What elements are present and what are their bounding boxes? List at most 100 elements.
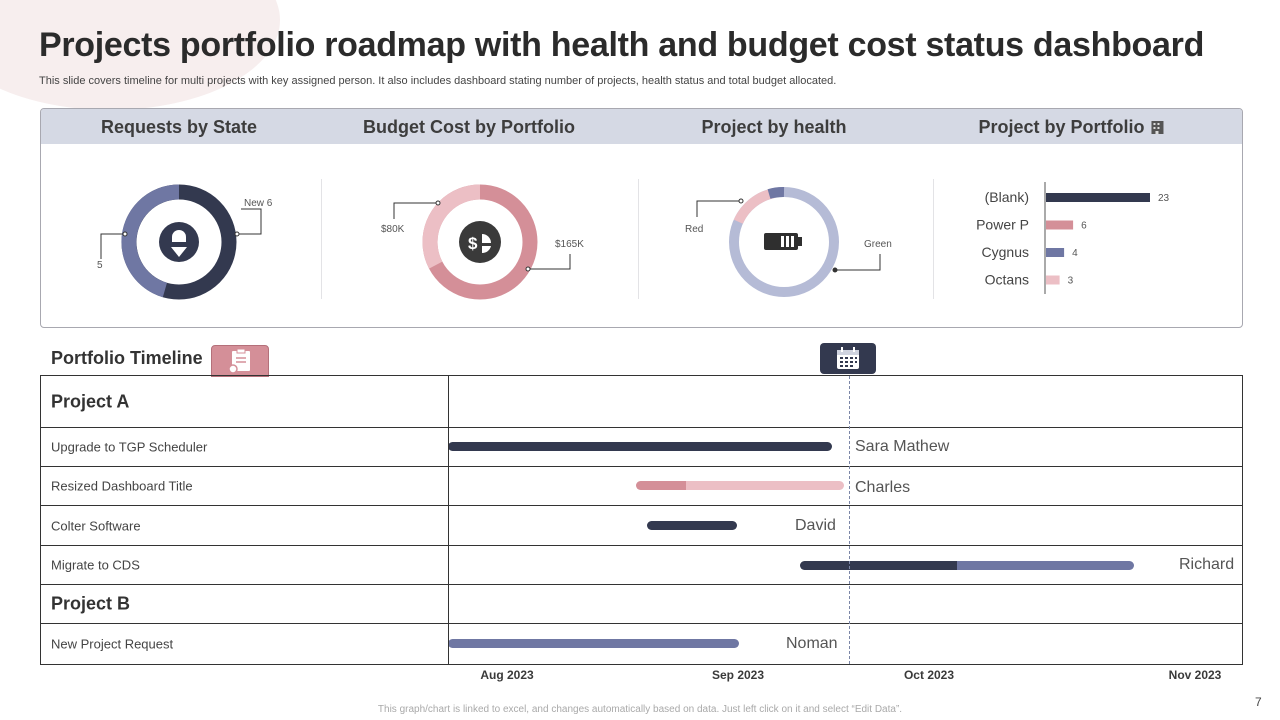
leader-dot	[832, 267, 838, 273]
calendar-icon	[837, 347, 859, 369]
task-bar	[448, 442, 832, 451]
leader-dot	[738, 198, 744, 204]
portfolio-bar	[1046, 220, 1074, 230]
portfolio-category-label: Power P	[976, 217, 1029, 233]
clipboard-gear-icon	[228, 348, 250, 374]
portfolio-category-label: Cygnus	[982, 244, 1029, 260]
leader-dot	[525, 266, 531, 272]
budget-donut-80k-segment	[422, 184, 481, 269]
today-marker-line	[849, 376, 850, 664]
task-owner: Noman	[786, 635, 838, 652]
timeline-grid: Project A Upgrade to TGP Scheduler Sara …	[40, 375, 1243, 665]
month-label: Oct 2023	[903, 668, 955, 682]
dollar-pie-icon	[459, 221, 501, 263]
leader-line	[237, 208, 262, 235]
leader-dot	[234, 231, 240, 237]
battery-cell	[791, 236, 794, 247]
leader-line	[393, 202, 438, 219]
building-icon	[1151, 121, 1164, 134]
slide-subtitle: This slide covers timeline for multi pro…	[39, 75, 837, 87]
health-label-red: Red	[685, 224, 703, 235]
alarm-light-shape	[172, 230, 186, 242]
task-row: Colter Software David	[41, 506, 1242, 546]
task-label: Migrate to CDS	[51, 557, 140, 573]
project-portfolio-title-text: Project by Portfolio	[978, 117, 1145, 137]
dashboard-header	[41, 109, 1242, 144]
task-owner: David	[795, 517, 836, 534]
portfolio-category-label: Octans	[985, 272, 1029, 288]
pin-tip-shape	[171, 247, 187, 257]
month-label: Nov 2023	[1168, 668, 1222, 682]
battery-cell	[781, 236, 784, 247]
portfolio-category-label: (Blank)	[985, 189, 1029, 205]
portfolio-value-label: 4	[1072, 248, 1078, 259]
today-calendar-badge	[820, 343, 876, 374]
task-row: Migrate to CDS Richard	[41, 546, 1242, 585]
battery-tip	[798, 237, 802, 246]
leader-dot	[435, 200, 441, 206]
dashboard-panel: Requests by State Budget Cost by Portfol…	[40, 108, 1243, 328]
task-row: Resized Dashboard Title Charles	[41, 467, 1242, 506]
portfolio-value-label: 6	[1081, 221, 1087, 232]
task-label: New Project Request	[51, 636, 174, 652]
month-label: Aug 2023	[480, 668, 534, 682]
portfolio-value-label: 23	[1158, 193, 1170, 204]
leader-line	[835, 254, 881, 271]
task-label: Upgrade to TGP Scheduler	[51, 439, 208, 455]
panel-divider	[321, 179, 322, 299]
timeline-badge	[211, 345, 269, 377]
budget-label-165k: $165K	[555, 239, 584, 250]
footer-note: This graph/chart is linked to excel, and…	[377, 704, 903, 715]
task-label: Resized Dashboard Title	[51, 478, 193, 494]
leader-dot	[122, 231, 128, 237]
dashboard-graphics: New 6 5 $ $80K $165K	[97, 182, 1170, 300]
task-row: New Project Request Noman	[41, 624, 1242, 664]
pie-wedge-shape	[482, 246, 491, 254]
battery-cell	[786, 236, 789, 247]
requests-donut-other-segment	[121, 184, 180, 298]
portfolio-bar-chart: (Blank) 23 Power P 6 Cygnus 4 Octans 3	[976, 182, 1170, 294]
task-bar	[800, 561, 1134, 570]
health-donut-accent-segment	[767, 187, 785, 199]
group-label: Project B	[51, 593, 131, 614]
health-label-green: Green	[864, 239, 892, 250]
budget-donut: $ $80K $165K	[381, 184, 584, 300]
project-portfolio-title: Project by Portfolio	[978, 117, 1165, 138]
requests-label-other: 5	[97, 260, 103, 271]
health-donut: Red Green	[685, 187, 892, 297]
slide-title: Projects portfolio roadmap with health a…	[39, 26, 1205, 64]
panel-divider	[638, 179, 639, 299]
task-owner: Richard	[1179, 556, 1235, 573]
task-owner: Sara Mathew	[855, 438, 950, 455]
task-row: Upgrade to TGP Scheduler Sara Mathew	[41, 428, 1242, 467]
label-column-divider	[448, 376, 449, 664]
task-bar	[448, 639, 739, 648]
budget-cost-title: Budget Cost by Portfolio	[363, 117, 575, 137]
health-donut-red-segment	[733, 188, 775, 224]
requests-label-new: New 6	[244, 198, 273, 209]
task-owner: Charles	[855, 479, 911, 496]
task-bar	[636, 481, 844, 490]
requests-donut: New 6 5	[97, 184, 273, 300]
requests-by-state-title: Requests by State	[100, 117, 258, 137]
portfolio-bar	[1046, 248, 1065, 257]
group-row-project-b: Project B	[41, 585, 1242, 624]
budget-label-80k: $80K	[381, 224, 405, 235]
task-bar	[647, 521, 737, 530]
leader-line	[100, 233, 125, 259]
dollar-sign: $	[468, 234, 478, 253]
timeline-title: Portfolio Timeline	[51, 348, 203, 368]
portfolio-bar	[1046, 275, 1060, 285]
task-label: Colter Software	[51, 518, 141, 533]
portfolio-bar	[1046, 193, 1150, 202]
leader-line	[528, 254, 571, 270]
portfolio-value-label: 3	[1068, 276, 1074, 287]
page-number: 7	[1255, 695, 1262, 709]
group-label: Project A	[51, 391, 130, 411]
month-label: Sep 2023	[711, 668, 765, 682]
project-health-title: Project by health	[701, 117, 847, 137]
panel-divider	[933, 179, 934, 299]
group-row-project-a: Project A	[41, 376, 1242, 428]
leader-line	[696, 200, 741, 217]
pie-wedge-shape	[482, 234, 491, 243]
